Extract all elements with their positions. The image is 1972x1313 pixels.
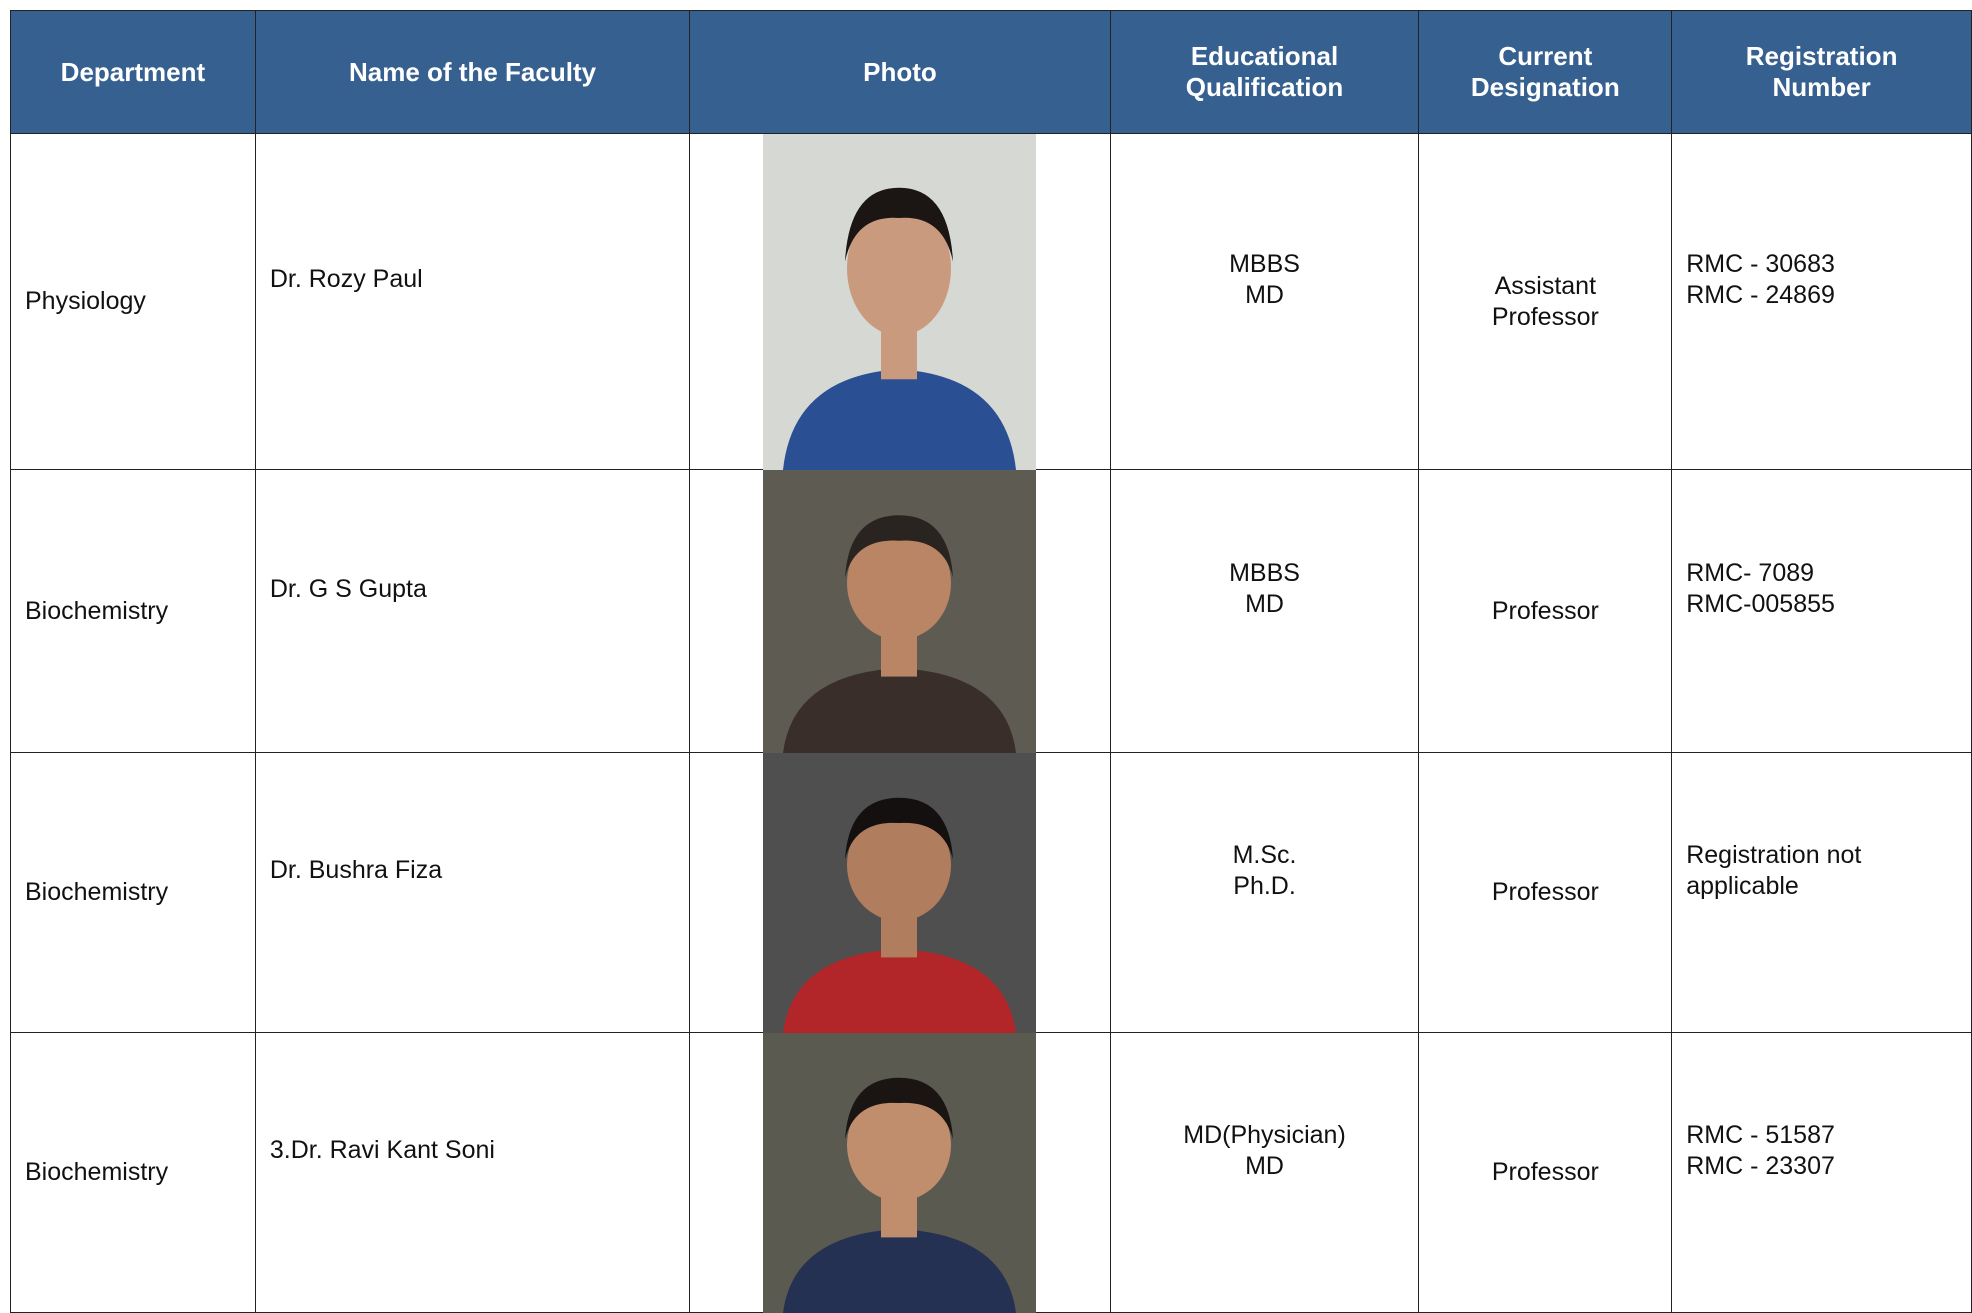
text-line: MD(Physician) [1183, 1120, 1346, 1149]
designation-cell: Professor [1418, 469, 1673, 753]
text-line: RMC - 24869 [1686, 280, 1835, 309]
column-header: Photo [689, 10, 1111, 134]
text-line: applicable [1686, 871, 1799, 900]
department-cell: Biochemistry [10, 1032, 256, 1313]
text-line: RMC - 51587 [1686, 1120, 1835, 1149]
text-line: Professor [1491, 302, 1599, 331]
name-cell: Dr. Rozy Paul [254, 133, 691, 470]
designation-cell: Professor [1418, 1032, 1673, 1313]
faculty-photo [763, 1033, 1037, 1313]
department-cell: Physiology [10, 133, 256, 470]
qualification-cell: MD(Physician) MD [1109, 1032, 1420, 1313]
text-line: M.Sc. [1232, 840, 1297, 869]
text-line: Designation [1470, 72, 1620, 102]
text-line: Educational [1190, 41, 1339, 71]
qualification-cell: MBBS MD [1109, 133, 1420, 470]
column-header: Department [10, 10, 256, 134]
name-cell: Dr. G S Gupta [254, 469, 691, 753]
text-line: Registration not [1686, 840, 1862, 869]
photo-cell [689, 752, 1111, 1033]
text-line: Professor [1491, 596, 1599, 625]
table-row: Biochemistry 3.Dr. Ravi Kant Soni MD(Phys… [10, 1032, 1972, 1313]
text-line: RMC - 23307 [1686, 1151, 1835, 1180]
column-header: Name of the Faculty [254, 10, 691, 134]
column-header: Current Designation [1418, 10, 1673, 134]
faculty-photo [763, 753, 1037, 1033]
column-header: Educational Qualification [1109, 10, 1420, 134]
text-line: Registration [1745, 41, 1898, 71]
registration-cell: RMC - 30683 RMC - 24869 [1671, 133, 1972, 470]
department-cell: Biochemistry [10, 469, 256, 753]
photo-cell [689, 1032, 1111, 1313]
department-cell: Biochemistry [10, 752, 256, 1033]
designation-cell: Professor [1418, 752, 1673, 1033]
header-row: Department Name of the Faculty Photo Educat… [10, 10, 1972, 134]
registration-cell: RMC- 7089 RMC-005855 [1671, 469, 1972, 753]
table-row: Biochemistry Dr. Bushra Fiza M.Sc. Ph.D. Pr… [10, 752, 1972, 1033]
text-line: Ph.D. [1233, 871, 1296, 900]
qualification-cell: M.Sc. Ph.D. [1109, 752, 1420, 1033]
text-line: RMC- 7089 [1686, 559, 1815, 587]
column-header: Registration Number [1671, 10, 1972, 134]
text-line: MD [1245, 1151, 1284, 1180]
text-line: Current [1498, 41, 1593, 71]
qualification-cell: MBBS MD [1109, 469, 1420, 753]
photo-cell [689, 469, 1111, 753]
text-line: MBBS [1229, 559, 1300, 587]
registration-cell: Registration not applicable [1671, 752, 1972, 1033]
registration-cell: RMC - 51587 RMC - 23307 [1671, 1032, 1972, 1313]
designation-cell: Assistant Professor [1418, 133, 1673, 470]
text-line: Assistant [1494, 271, 1597, 300]
text-line: Professor [1491, 1158, 1599, 1186]
text-line: RMC - 30683 [1686, 249, 1835, 278]
text-line: MD [1245, 590, 1284, 618]
text-line: Qualification [1185, 72, 1344, 102]
faculty-photo [763, 470, 1037, 753]
text-line: Professor [1491, 878, 1599, 906]
text-line: RMC-005855 [1686, 590, 1835, 618]
faculty-photo [763, 134, 1037, 470]
photo-cell [689, 133, 1111, 470]
text-line: MD [1245, 280, 1284, 309]
faculty-table: Department Name of the Faculty Photo Educat… [10, 10, 1972, 1313]
table-row: Physiology Dr. Rozy Paul MBBS MD Assistant P… [10, 133, 1972, 470]
text-line: MBBS [1229, 249, 1300, 278]
table-row: Biochemistry Dr. G S Gupta MBBS MD Professo… [10, 469, 1972, 753]
name-cell: Dr. Bushra Fiza [254, 752, 691, 1033]
text-line: Number [1772, 72, 1871, 102]
name-cell: 3.Dr. Ravi Kant Soni [254, 1032, 691, 1313]
